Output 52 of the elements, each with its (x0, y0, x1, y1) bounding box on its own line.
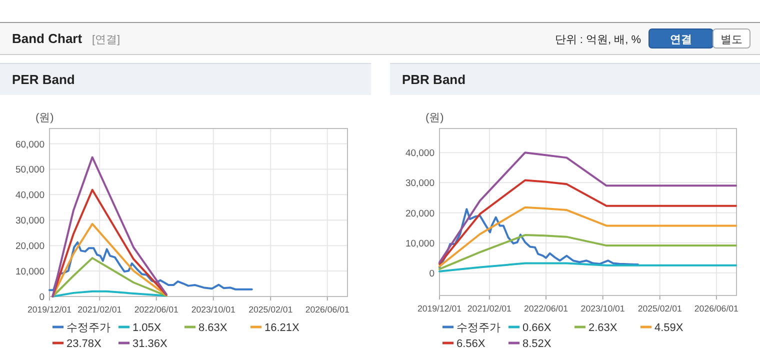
y-tick-label: 40,000 (15, 190, 44, 202)
legend-label: 2.63X (588, 322, 618, 334)
chart-title: PER Band (12, 72, 75, 87)
line-series (52, 188, 168, 298)
line-series (438, 152, 737, 264)
y-tick-label: 60,000 (15, 139, 44, 150)
legend-label: 8.63X (198, 322, 228, 334)
y-tick-label: 30,000 (15, 216, 44, 227)
legend-label: 0.66X (522, 322, 552, 334)
line-series (438, 206, 737, 268)
x-tick-label: 2022/06/01 (134, 304, 178, 314)
x-tick-label: 2021/02/01 (78, 304, 122, 314)
line-series (438, 262, 737, 272)
y-tick-label: 20,000 (15, 241, 44, 252)
line-series (438, 208, 639, 268)
x-tick-label: 2019/12/01 (417, 304, 462, 314)
legend-label: 8.52X (522, 338, 552, 350)
line-series (52, 222, 168, 298)
line-series (52, 156, 168, 298)
x-tick-label: 2026/06/01 (305, 304, 350, 314)
x-tick-label: 2021/02/01 (467, 304, 512, 314)
y-tick-label: 10,000 (15, 266, 44, 278)
legend-label: 23.78X (66, 338, 102, 350)
y-tick-label: 10,000 (405, 238, 434, 250)
legend-label: 31.36X (132, 338, 168, 350)
legend-label: 수정주가 (456, 322, 500, 334)
x-tick-label: 2026/06/01 (694, 304, 739, 314)
y-tick-label: 0 (429, 268, 434, 280)
legend-label: 6.56X (456, 338, 486, 350)
legend-label: 4.59X (654, 322, 684, 334)
y-tick-label: 50,000 (15, 164, 44, 176)
x-tick-label: 2025/02/01 (248, 304, 293, 314)
y-tick-label: 0 (39, 292, 44, 303)
y-tick-label: 40,000 (405, 148, 434, 160)
y-axis-title: (원) (36, 112, 54, 124)
line-series (48, 241, 253, 292)
legend-label: 16.21X (264, 322, 300, 334)
x-tick-label: 2025/02/01 (638, 304, 682, 314)
y-axis-title: (원) (426, 112, 444, 124)
y-tick-label: 20,000 (405, 208, 434, 220)
header: Band Chart [연결] 단위 : 억원, 배, % 연결 별도 (0, 22, 760, 55)
line-series (52, 257, 168, 298)
x-tick-label: 2023/10/01 (191, 304, 236, 314)
x-tick-label: 2022/06/01 (524, 304, 568, 314)
legend-label: 수정주가 (66, 322, 110, 334)
legend-label: 1.05X (132, 322, 162, 334)
x-tick-label: 2023/10/01 (580, 304, 625, 314)
y-tick-label: 30,000 (405, 178, 434, 190)
x-tick-label: 2019/12/01 (27, 304, 72, 314)
line-series (438, 234, 737, 270)
line-series (438, 179, 737, 265)
chart-title: PBR Band (402, 72, 466, 87)
